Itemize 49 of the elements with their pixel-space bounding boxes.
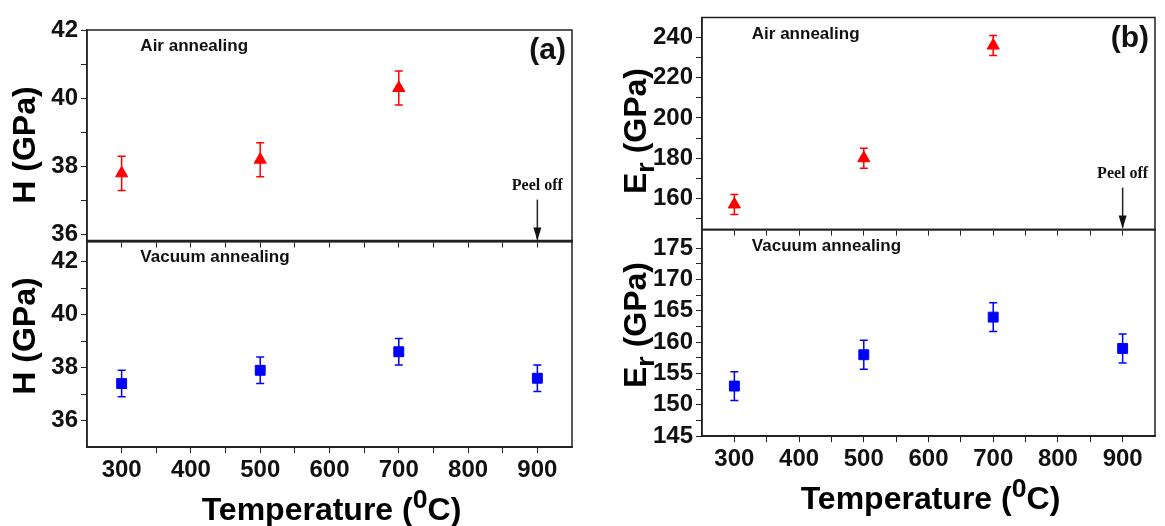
x-tick-label: 900 bbox=[517, 455, 558, 483]
y-tick-label: 220 bbox=[652, 62, 693, 90]
annotation: (a) bbox=[529, 32, 566, 66]
annotation: Vacuum annealing bbox=[140, 246, 290, 266]
annotation: Vacuum annealing bbox=[751, 235, 902, 255]
y-tick-label: 42 bbox=[51, 246, 78, 274]
y-tick-label: 36 bbox=[51, 219, 78, 247]
y-tick-label: 160 bbox=[652, 183, 693, 211]
y-axis-title: H (GPa) bbox=[5, 276, 43, 395]
point bbox=[116, 378, 128, 390]
x-tick-label: 300 bbox=[101, 455, 142, 483]
annotation: (b) bbox=[1110, 19, 1149, 53]
y-tick-label: 40 bbox=[51, 299, 78, 327]
annotation: Air annealing bbox=[751, 23, 860, 43]
point bbox=[531, 372, 543, 384]
x-tick-label: 400 bbox=[170, 455, 211, 483]
y-axis-title: H (GPa) bbox=[5, 85, 43, 204]
x-tick-label: 400 bbox=[779, 444, 820, 472]
y-tick-label: 160 bbox=[652, 326, 693, 354]
x-tick-label: 700 bbox=[378, 455, 419, 483]
x-tick-label: 800 bbox=[448, 455, 489, 483]
y-tick-label: 36 bbox=[51, 405, 78, 433]
x-tick-label: 800 bbox=[1037, 444, 1078, 472]
x-tick-label: 600 bbox=[908, 444, 949, 472]
annotation: Air annealing bbox=[140, 36, 249, 56]
y-tick-label: 145 bbox=[652, 420, 693, 448]
x-axis-title: Temperature ($^{0}$C) bbox=[800, 473, 1061, 517]
annotation: Peel off bbox=[1097, 163, 1149, 181]
y-tick-label: 200 bbox=[652, 102, 693, 130]
x-tick-label: 600 bbox=[309, 455, 350, 483]
point bbox=[728, 380, 740, 392]
x-tick-label: 300 bbox=[714, 444, 755, 472]
y-tick-label: 42 bbox=[51, 14, 78, 42]
y-tick-label: 40 bbox=[51, 82, 78, 110]
annotation: Peel off bbox=[511, 175, 564, 193]
x-tick-label: 700 bbox=[973, 444, 1014, 472]
x-axis-title: Temperature ($^{0}$C) bbox=[201, 484, 462, 526]
y-tick-label: 240 bbox=[652, 22, 693, 50]
point bbox=[727, 196, 741, 209]
x-tick-label: 500 bbox=[843, 444, 884, 472]
x-tick-label: 500 bbox=[240, 455, 281, 483]
y-tick-label: 175 bbox=[652, 232, 693, 260]
y-tick-label: 165 bbox=[652, 295, 693, 323]
y-tick-label: 150 bbox=[652, 389, 693, 417]
y-tick-label: 170 bbox=[652, 264, 693, 292]
x-tick-label: 900 bbox=[1102, 444, 1143, 472]
point bbox=[1117, 343, 1129, 354]
y-tick-label: 38 bbox=[51, 352, 78, 380]
y-tick-label: 38 bbox=[51, 151, 78, 179]
